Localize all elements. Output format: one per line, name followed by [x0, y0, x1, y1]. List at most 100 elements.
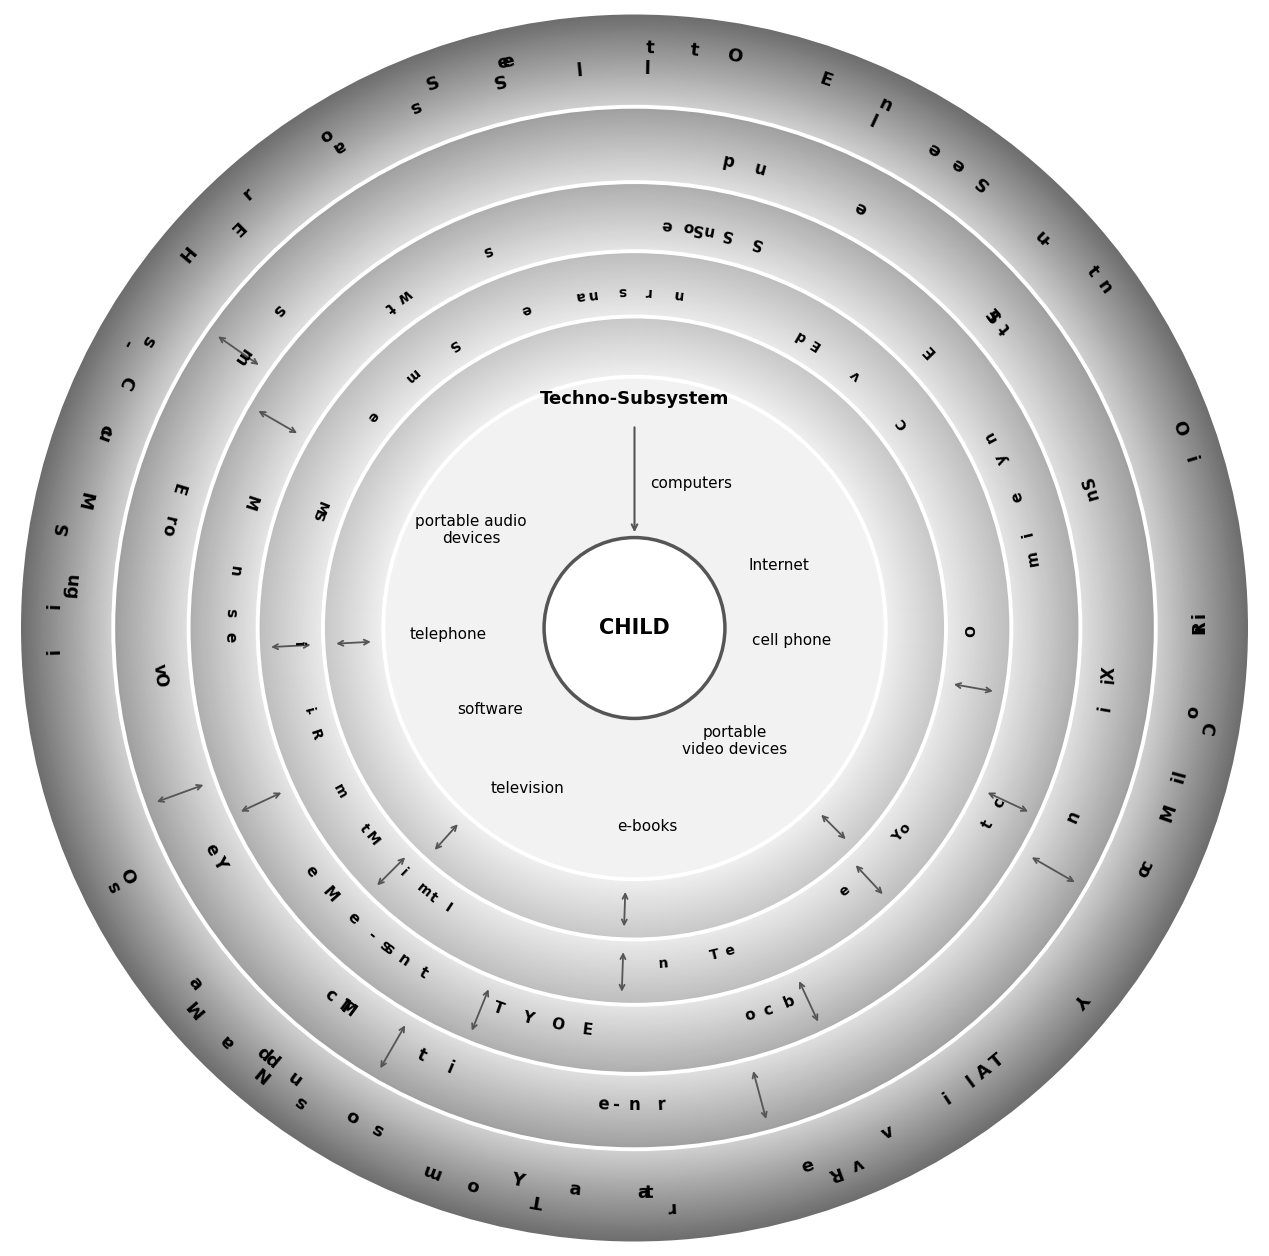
Text: m: m [414, 880, 434, 901]
Text: u: u [284, 1069, 305, 1090]
Text: e: e [364, 408, 382, 425]
Text: i: i [939, 1090, 954, 1108]
Text: R: R [1190, 619, 1208, 633]
Text: o: o [157, 521, 178, 536]
Text: c: c [990, 796, 1008, 810]
Text: c: c [761, 1001, 774, 1019]
Text: n: n [1082, 486, 1103, 502]
Text: S: S [983, 304, 1005, 324]
Text: e: e [596, 1095, 609, 1114]
Text: E: E [982, 303, 1003, 323]
Text: e: e [302, 863, 321, 880]
Text: i: i [1170, 775, 1188, 785]
Text: a: a [567, 1181, 581, 1199]
Text: M: M [320, 884, 341, 906]
Text: television: television [491, 781, 565, 796]
Text: Y: Y [208, 853, 230, 873]
Text: n: n [673, 286, 684, 301]
Text: s: s [368, 1120, 386, 1142]
Text: r: r [1190, 622, 1208, 631]
Text: C: C [893, 414, 910, 432]
Text: o: o [896, 820, 914, 836]
Text: M: M [311, 499, 329, 516]
Text: s: s [381, 941, 397, 958]
Text: S: S [444, 337, 461, 353]
Text: t: t [1082, 263, 1103, 280]
Text: l: l [642, 54, 648, 72]
Text: t: t [414, 1045, 429, 1065]
Text: e: e [222, 632, 237, 643]
Text: i: i [396, 865, 410, 879]
Text: M: M [74, 490, 95, 511]
Circle shape [383, 377, 886, 879]
Text: c: c [1137, 858, 1157, 874]
Text: e: e [202, 840, 222, 859]
Text: C: C [1195, 721, 1216, 737]
Text: t: t [382, 298, 397, 315]
Text: T: T [708, 947, 721, 963]
Text: M: M [240, 494, 259, 512]
Text: t: t [645, 1184, 654, 1202]
Text: o: o [1133, 862, 1155, 880]
Text: i: i [46, 648, 63, 654]
Text: C: C [114, 372, 137, 392]
Text: M: M [335, 997, 359, 1021]
Text: telephone: telephone [410, 627, 487, 642]
Text: X: X [1100, 666, 1119, 679]
Text: computers: computers [650, 476, 732, 491]
Text: i: i [1100, 677, 1118, 685]
Text: d: d [253, 1042, 274, 1065]
Text: A: A [973, 1061, 995, 1084]
Text: t: t [980, 818, 996, 831]
Text: Y: Y [890, 829, 907, 845]
Text: E: E [581, 1021, 593, 1037]
Text: s: s [377, 937, 392, 955]
Text: c: c [95, 422, 115, 437]
Text: O: O [1169, 418, 1190, 438]
Text: o: o [1184, 705, 1203, 720]
Text: s: s [222, 608, 239, 618]
Text: S: S [424, 73, 443, 94]
Text: e: e [851, 197, 871, 219]
Text: o: o [341, 1107, 362, 1128]
Text: i: i [291, 642, 306, 647]
Text: -: - [301, 707, 316, 716]
Text: S: S [971, 171, 992, 193]
Text: portable audio
devices: portable audio devices [415, 514, 527, 546]
Text: portable
video devices: portable video devices [683, 725, 788, 757]
Text: Internet: Internet [749, 558, 810, 573]
Text: R: R [307, 727, 324, 742]
Text: E: E [807, 335, 822, 352]
Text: -: - [612, 1095, 619, 1114]
Text: E: E [225, 217, 246, 239]
Text: n: n [628, 1096, 640, 1114]
Text: i: i [1190, 612, 1208, 618]
Text: software: software [457, 702, 523, 717]
Text: O: O [150, 672, 170, 688]
Text: l: l [1171, 769, 1190, 780]
Text: e: e [344, 909, 362, 927]
Circle shape [544, 538, 725, 718]
Text: S: S [490, 69, 506, 90]
Text: n: n [657, 956, 669, 971]
Text: a: a [217, 1031, 237, 1051]
Text: a: a [575, 288, 586, 304]
Text: R: R [824, 1162, 843, 1184]
Text: T: T [529, 1189, 544, 1210]
Text: e: e [924, 138, 944, 160]
Text: n: n [876, 94, 895, 116]
Text: s: s [407, 97, 424, 117]
Text: m: m [230, 344, 254, 369]
Text: i: i [301, 707, 316, 715]
Text: CHILD: CHILD [599, 618, 670, 638]
Text: I: I [442, 901, 454, 916]
Text: M: M [183, 995, 208, 1020]
Text: v: v [878, 1123, 897, 1144]
Text: O: O [725, 46, 744, 67]
Text: M: M [1157, 801, 1180, 824]
Text: e: e [723, 943, 736, 960]
Text: t: t [426, 889, 439, 906]
Text: o: o [742, 1007, 756, 1025]
Text: e: e [519, 301, 533, 318]
Text: t: t [689, 41, 700, 60]
